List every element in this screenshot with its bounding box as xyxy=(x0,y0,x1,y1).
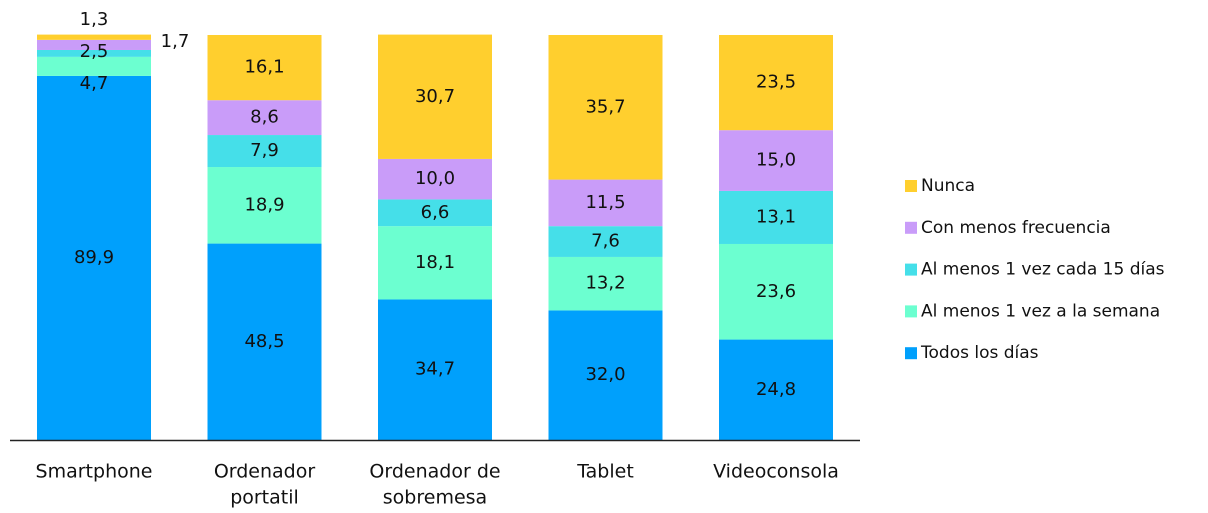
bar-segment xyxy=(37,39,151,50)
value-label: 16,1 xyxy=(244,57,284,78)
x-tick-label: Ordenador xyxy=(214,461,316,483)
x-tick-label: Ordenador de xyxy=(369,461,500,483)
value-label: 4,7 xyxy=(80,73,109,94)
value-label: 89,9 xyxy=(74,247,114,268)
bar-segment xyxy=(37,34,151,40)
value-label: 23,5 xyxy=(756,72,796,93)
value-label: 18,1 xyxy=(415,252,455,273)
legend-label: Todos los días xyxy=(920,343,1039,363)
x-tick-label: Videoconsola xyxy=(713,461,839,483)
legend-swatch xyxy=(905,347,917,360)
value-label: 8,6 xyxy=(250,107,279,128)
legend-swatch xyxy=(905,263,917,276)
bar-segment xyxy=(719,339,833,440)
bar-segment xyxy=(378,199,492,227)
value-label: 7,9 xyxy=(250,140,279,161)
bar-segment xyxy=(548,256,663,311)
value-label: 1,3 xyxy=(80,9,109,30)
value-label: 32,0 xyxy=(585,364,625,385)
legend-label: Nunca xyxy=(921,176,975,196)
value-label: 7,6 xyxy=(591,231,620,252)
legend-swatch xyxy=(905,305,917,318)
bar-segment xyxy=(719,243,833,340)
bar-segment xyxy=(207,100,322,136)
bar-segment xyxy=(37,75,151,440)
bar-segment xyxy=(207,167,322,244)
bar-segment xyxy=(207,35,322,101)
value-label: 15,0 xyxy=(756,150,796,171)
value-label: 10,0 xyxy=(415,168,455,189)
x-tick-label: Smartphone xyxy=(36,461,153,483)
x-tick-label: Tablet xyxy=(576,461,634,483)
bar-segment xyxy=(207,135,322,168)
bar-segment xyxy=(548,226,663,257)
value-label: 35,7 xyxy=(585,96,625,117)
value-label: 1,7 xyxy=(161,31,190,52)
value-label: 30,7 xyxy=(415,86,455,107)
value-label: 6,6 xyxy=(421,202,450,223)
bar-segment xyxy=(719,190,833,244)
value-label: 11,5 xyxy=(585,192,625,213)
bar-segment xyxy=(548,179,663,227)
bar-segment xyxy=(378,226,492,300)
bar-segment xyxy=(548,310,663,440)
value-label: 34,7 xyxy=(415,359,455,380)
bar-segment xyxy=(207,243,322,440)
value-label: 2,5 xyxy=(80,41,109,62)
value-label: 18,9 xyxy=(244,194,284,215)
bar-segment xyxy=(378,34,492,159)
legend-swatch xyxy=(905,180,917,192)
legend-label: Al menos 1 vez a la semana xyxy=(921,301,1160,321)
x-tick-label: portatil xyxy=(230,487,299,509)
legend-swatch xyxy=(905,221,917,234)
legend-label: Al menos 1 vez cada 15 días xyxy=(921,260,1165,280)
bar-segment xyxy=(719,130,833,191)
value-label: 13,1 xyxy=(756,206,796,227)
value-label: 48,5 xyxy=(244,331,284,352)
value-label: 23,6 xyxy=(756,281,796,302)
x-tick-label: sobremesa xyxy=(383,487,487,509)
value-label: 13,2 xyxy=(585,273,625,294)
bar-segment xyxy=(378,299,492,440)
bar-segment xyxy=(719,35,833,131)
value-label: 24,8 xyxy=(756,379,796,400)
legend-label: Con menos frecuencia xyxy=(921,218,1111,238)
bar-segment xyxy=(37,49,151,57)
bar-segment xyxy=(548,35,663,180)
bar-segment xyxy=(37,56,151,76)
bar-segment xyxy=(378,158,492,200)
